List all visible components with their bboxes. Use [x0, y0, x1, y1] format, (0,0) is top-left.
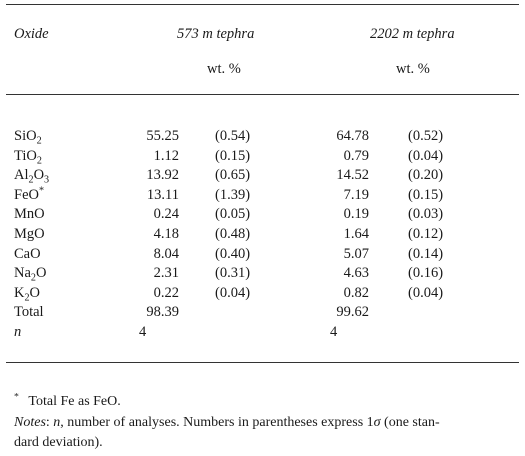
value-573m: 8.04 — [153, 245, 179, 262]
value-2202m: 4 — [330, 324, 338, 340]
oxide-label: SiO2 — [14, 128, 42, 147]
value-573m: 13.11 — [146, 186, 179, 203]
notes-text-3: dard deviation). — [14, 435, 103, 450]
sd-573m: (0.05) — [215, 206, 251, 223]
units-573m: wt. % — [207, 61, 241, 77]
value-573m: 1.12 — [153, 147, 179, 164]
sd-573m: (0.15) — [215, 147, 251, 164]
sd-573m: (0.31) — [215, 265, 251, 282]
sd-573m: (0.04) — [215, 284, 251, 301]
footnote-notes-line1: Notes: n, number of analyses. Numbers in… — [14, 415, 440, 431]
value-2202m: 5.07 — [343, 245, 369, 262]
oxide-label: Al2O3 — [14, 167, 50, 186]
notes-text-1: , number of analyses. Numbers in parenth… — [60, 415, 374, 430]
value-2202m: 0.79 — [343, 147, 369, 164]
footnote-notes-line2: dard deviation). — [14, 435, 103, 451]
sd-2202m: (0.04) — [408, 147, 444, 164]
oxide-label: Na2O — [14, 265, 47, 284]
sd-2202m: (0.52) — [408, 128, 444, 144]
sd-2202m: (0.12) — [408, 226, 444, 242]
value-573m: 0.24 — [153, 206, 179, 223]
sd-573m: (0.65) — [215, 167, 251, 184]
value-2202m: 0.82 — [343, 284, 369, 301]
oxide-label: K2O — [14, 284, 41, 304]
sd-2202m: (0.15) — [408, 186, 444, 203]
value-573m: 0.22 — [153, 284, 179, 301]
footnote-star: * Total Fe as FeO. — [14, 391, 121, 410]
value-2202m: 4.63 — [343, 265, 369, 282]
notes-n: n — [53, 415, 61, 430]
footnote-star-mark: * — [14, 391, 19, 403]
value-2202m: 7.19 — [343, 186, 369, 203]
col-header-oxide: Oxide — [14, 26, 49, 42]
value-2202m: 99.62 — [336, 304, 369, 321]
value-2202m: 14.52 — [336, 167, 369, 184]
oxide-label: n — [14, 324, 22, 340]
oxide-label: MgO — [14, 226, 45, 242]
value-573m: 4 — [139, 324, 147, 340]
notes-sigma: σ — [373, 415, 381, 430]
col-header-573m: 573 m tephra — [177, 26, 255, 42]
value-573m: 2.31 — [153, 265, 179, 282]
sd-573m: (0.40) — [215, 245, 251, 262]
oxide-label: FeO* — [14, 185, 45, 203]
units-2202m: wt. % — [396, 61, 430, 77]
notes-colon: : — [45, 415, 50, 430]
value-2202m: 1.64 — [343, 226, 369, 242]
header-bottom-rule — [6, 94, 519, 95]
sd-2202m: (0.14) — [408, 245, 444, 262]
footnote-star-text: Total Fe as FeO. — [28, 394, 121, 409]
sd-573m: (0.54) — [215, 128, 251, 144]
notes-text-2: (one stan- — [380, 415, 440, 430]
sd-2202m: (0.20) — [408, 167, 444, 184]
value-573m: 13.92 — [146, 167, 179, 184]
value-573m: 98.39 — [146, 304, 179, 321]
sd-2202m: (0.16) — [408, 265, 444, 282]
oxide-label: Total — [14, 304, 44, 321]
sd-2202m: (0.04) — [408, 284, 444, 301]
notes-label: Notes — [14, 415, 46, 430]
sd-573m: (0.48) — [215, 226, 251, 242]
col-header-2202m: 2202 m tephra — [370, 26, 455, 42]
value-573m: 4.18 — [153, 226, 179, 242]
sd-2202m: (0.03) — [408, 206, 444, 223]
oxide-label: MnO — [14, 206, 45, 223]
value-2202m: 0.19 — [343, 206, 369, 223]
table-top-rule — [6, 4, 519, 5]
sd-573m: (1.39) — [215, 186, 251, 203]
oxide-label: CaO — [14, 245, 41, 262]
table-bottom-rule — [6, 362, 519, 363]
oxide-label: TiO2 — [14, 147, 42, 167]
value-2202m: 64.78 — [336, 128, 369, 144]
value-573m: 55.25 — [146, 128, 179, 144]
